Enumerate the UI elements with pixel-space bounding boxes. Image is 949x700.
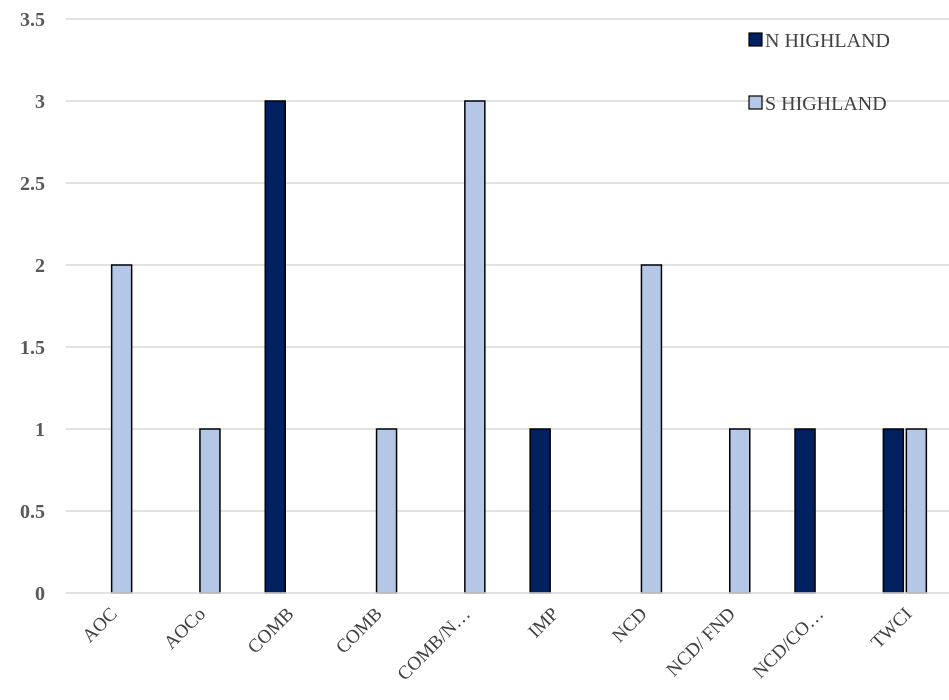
legend-swatch-s-highland (748, 95, 763, 110)
legend-swatch-n-highland (748, 32, 763, 47)
bars (110, 100, 928, 594)
x-tick-label: NCD/CO… (749, 604, 828, 683)
bar-s-highland (640, 264, 663, 594)
legend: N HIGHLAND S HIGHLAND (748, 30, 890, 115)
x-tick-label: AOCo (160, 604, 210, 654)
bar-s-highland (110, 264, 133, 594)
bar-s-highland (199, 428, 221, 594)
y-tick-label: 1 (35, 419, 45, 441)
bar-s-highland (729, 428, 751, 594)
legend-item-s-highland: S HIGHLAND (748, 93, 887, 115)
bar-n-highland (264, 100, 286, 594)
x-tick-label: AOC (78, 604, 121, 647)
bar-s-highland (464, 100, 486, 594)
y-tick-label: 0 (35, 583, 45, 605)
legend-label-s-highland: S HIGHLAND (765, 93, 887, 115)
y-tick-label: 1.5 (20, 337, 45, 359)
y-tick-label: 2 (35, 255, 45, 277)
x-tick-label: COMB (332, 604, 386, 658)
legend-item-n-highland: N HIGHLAND (748, 30, 890, 52)
y-tick-label: 0.5 (20, 501, 45, 523)
bar-s-highland (375, 428, 398, 594)
bar-n-highland (794, 428, 816, 594)
x-tick-label: TWCI (867, 604, 916, 653)
bar-s-highland (905, 428, 928, 594)
y-tick-label: 3 (35, 91, 45, 113)
y-axis-ticks: 0 0.5 1 1.5 2 2.5 3 3.5 (20, 9, 45, 605)
bar-n-highland (529, 428, 551, 594)
x-tick-label: COMB/N… (394, 604, 475, 685)
x-tick-label: NCD (608, 604, 651, 647)
y-tick-label: 2.5 (20, 173, 45, 195)
x-tick-label: COMB (244, 604, 298, 658)
x-axis-ticks: AOC AOCo COMB COMB COMB/N… IMP NCD NCD/ FND NCD/… (78, 604, 916, 685)
bar-n-highland (882, 428, 905, 594)
legend-label-n-highland: N HIGHLAND (765, 30, 890, 52)
x-tick-label: IMP (524, 604, 563, 643)
y-tick-label: 3.5 (20, 9, 45, 31)
x-tick-label: NCD/ FND (663, 604, 740, 681)
